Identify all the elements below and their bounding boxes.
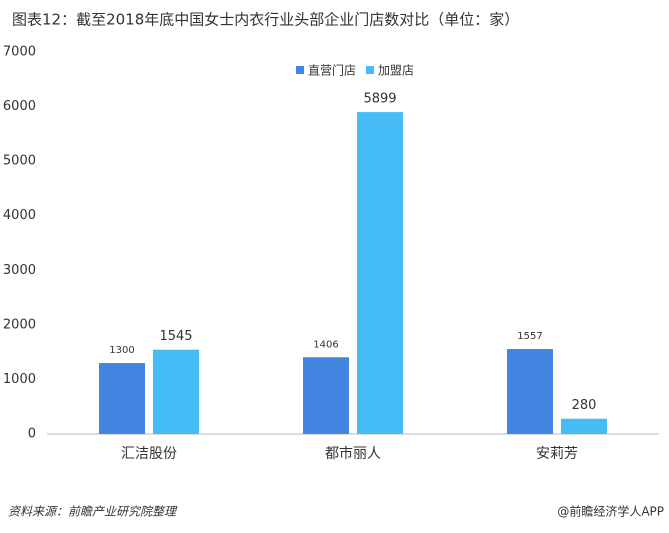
legend-label: 直营门店 [308,63,356,78]
bar [561,418,607,434]
credit: @前瞻经济学人APP [557,504,664,519]
bar [99,363,145,434]
x-tick-label: 汇洁股份 [121,446,177,462]
legend-label: 加盟店 [378,64,414,78]
y-tick-label: 3000 [3,263,36,278]
y-tick-label: 7000 [3,45,36,60]
y-tick-label: 2000 [3,317,36,332]
legend-swatch [296,66,304,74]
bar [507,349,553,434]
data-label: 280 [572,398,597,413]
y-tick-label: 5000 [3,154,36,169]
bar [303,357,349,434]
data-label: 5899 [363,92,396,107]
x-tick-label: 安莉芳 [536,445,578,462]
bar [153,349,199,434]
source-note: 资料来源：前瞻产业研究院整理 [8,505,178,519]
bar [357,112,403,435]
x-tick-label: 都市丽人 [325,445,381,462]
chart-title: 图表12：截至2018年底中国女士内衣行业头部企业门店数对比（单位：家） [12,11,519,29]
data-label: 1545 [159,329,192,344]
legend-swatch [366,66,374,74]
y-tick-label: 0 [28,427,36,442]
y-tick-label: 4000 [3,208,36,223]
data-label: 1406 [313,339,338,350]
data-label: 1300 [109,345,134,356]
data-label: 1557 [517,331,542,342]
y-tick-label: 1000 [3,372,36,387]
y-tick-label: 6000 [3,99,36,114]
